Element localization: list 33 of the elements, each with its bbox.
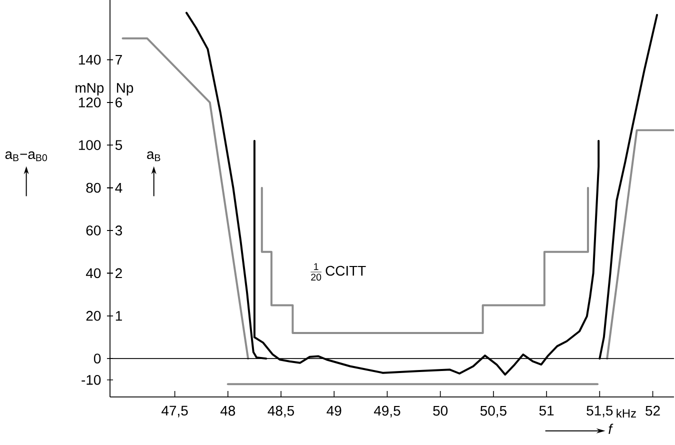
y2-tick-label: 1 <box>116 311 122 321</box>
y-tick-label: 40 <box>86 268 101 278</box>
y-tick-label: 20 <box>86 310 101 321</box>
y2-axis-title: a$_{B}$ <box>147 151 160 162</box>
y2-tick-label: 7 <box>116 54 122 65</box>
x-tick-label: 50,5 <box>480 406 506 418</box>
x-tick-label: 49 <box>326 406 342 416</box>
x-tick-label: 48 <box>220 406 236 416</box>
y-tick-label: -10 <box>82 374 101 385</box>
text: kHz <box>616 408 636 418</box>
x-tick-label: 49,5 <box>374 406 400 418</box>
x-tick-label: 50 <box>433 406 448 416</box>
y-tick-label: 80 <box>86 182 101 193</box>
text: mNp <box>76 83 104 96</box>
x-tick-label: 48,5 <box>268 406 294 418</box>
x-tick-label: 51 <box>539 406 554 416</box>
annotation: $\frac{\mathrm{1}}{\mathrm{20}}\,\mathrm{CCITT}$ <box>310 263 366 281</box>
y2-tick-label: 6 <box>116 97 122 108</box>
y-tick-label: 140 <box>78 54 101 65</box>
y-tick-label: 120 <box>78 97 101 108</box>
y2-tick-label: 2 <box>116 268 122 278</box>
x-axis-title: f <box>608 424 614 434</box>
y2-tick-label: 3 <box>115 226 122 236</box>
y-tick-label: 60 <box>86 226 101 236</box>
x-tick-label: 52 <box>646 406 660 416</box>
y2-tick-label: 5 <box>115 140 122 150</box>
y-axis-title: a$_{B}$−a$_{B0}$ <box>5 151 47 162</box>
x-tick-label: 47,5 <box>162 406 188 418</box>
annotation: Np <box>116 83 134 96</box>
x-tick-label: 51,5 <box>586 406 613 418</box>
y2-tick-label: 4 <box>115 183 122 193</box>
y-tick-label: 100 <box>78 140 101 150</box>
y-tick-label: 0 <box>94 354 101 364</box>
